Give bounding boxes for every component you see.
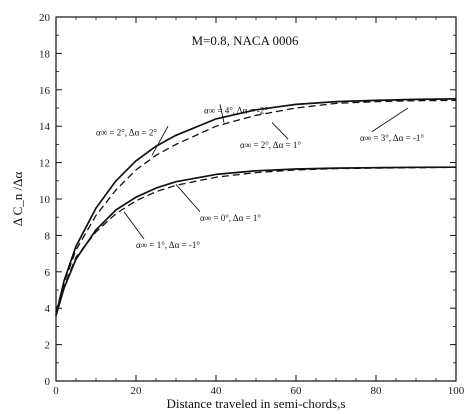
annotation-pointer [219,104,225,123]
x-axis-title: Distance traveled in semi-chords,s [166,396,345,411]
plot-border [55,16,457,382]
annotation-label: α∞ = 0°, Δα = 1° [200,213,261,223]
x-tick-label: 0 [53,385,59,397]
y-axis-title: Δ C_n /Δα [10,172,25,227]
y-tick-label: 4 [45,303,51,315]
annotation-pointer [151,125,169,156]
pointer-layer [123,104,409,240]
x-tick-label: 80 [371,385,383,397]
series-line-4-dashed [55,99,457,312]
annotation-pointer [123,211,145,240]
annotation-pointer [175,184,201,213]
annotation-label: α∞ = 4°, Δα = -2° [204,105,268,115]
x-tick-label: 20 [131,385,143,397]
y-tick-label: 10 [39,194,51,206]
x-tick-label: 100 [448,385,465,397]
y-tick-label: 20 [39,12,51,24]
annotation-pointer [371,107,409,133]
y-tick-label: 0 [45,376,51,388]
x-tick-label: 40 [211,385,223,397]
y-tick-label: 14 [39,121,51,133]
y-tick-label: 8 [45,230,51,242]
axis-ticks: 0 20 40 60 80 100 0 2 4 6 8 10 12 14 16 18 20 [39,12,465,397]
annotation-layer: α∞ = 4°, Δα = -2° α∞ = 2°, Δα = 2° α∞ = 2°… [96,105,424,250]
y-tick-label: 16 [39,85,51,97]
series-line-2-dashed [55,166,457,312]
y-tick-label: 12 [39,158,50,170]
y-tick-label: 6 [45,267,51,279]
plot-frame [55,16,457,382]
chart-title: M=0.8, NACA 0006 [191,33,299,48]
annotation-pointer [271,122,289,140]
series-line-3-solid [55,98,457,316]
series-layer [55,98,457,316]
annotation-label: α∞ = 2°, Δα = 2° [96,127,157,137]
annotation-label: α∞ = 2°, Δα = 1° [240,140,301,150]
y-tick-label: 2 [45,340,51,352]
annotation-label: α∞ = 1°, Δα = -1° [136,240,200,250]
annotation-label: α∞ = 3°, Δα = -1° [360,133,424,143]
x-tick-label: 60 [291,385,303,397]
y-tick-label: 18 [39,48,51,60]
